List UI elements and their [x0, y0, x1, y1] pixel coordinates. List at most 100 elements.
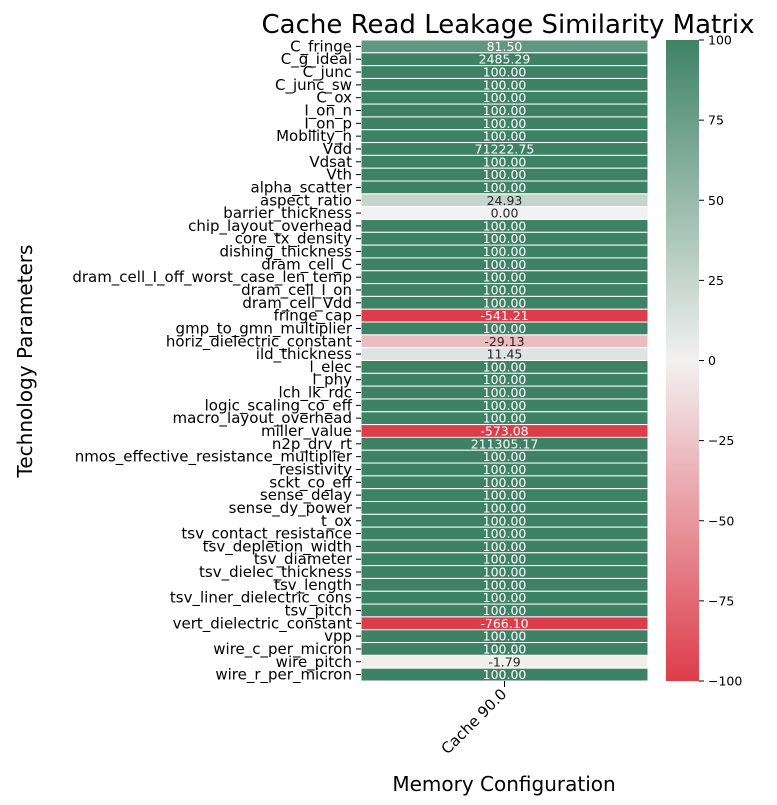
row-label: dram_cell_C [261, 255, 352, 274]
row-label: l_phy [312, 371, 352, 390]
cell-value-label: 2485.29 [479, 52, 531, 67]
row-label: dram_cell_I_off_worst_case_len_temp [72, 268, 352, 287]
row-label: sense_dy_power [229, 499, 353, 518]
row-label: lch_lk_rdc [279, 384, 352, 403]
chart-title: Cache Read Leakage Similarity Matrix [261, 10, 754, 40]
cell-value-label: 100.00 [483, 257, 527, 272]
cell-value-label: 100.00 [483, 372, 527, 387]
cell-value-label: 100.00 [483, 90, 527, 105]
cell-value-label: 0.00 [491, 206, 519, 221]
cell-value-label: 71222.75 [475, 141, 535, 156]
cell-value-label: -766.10 [480, 616, 528, 631]
row-label: wire_r_per_micron [215, 666, 352, 685]
row-label: wire_pitch [276, 653, 352, 672]
cell-value-label: 100.00 [483, 167, 527, 182]
colorbar: 100 75 50 25 0 −25 −50 −75 −100 [666, 33, 742, 689]
row-label: sense_delay [260, 486, 352, 505]
cell-value-label: 100.00 [483, 590, 527, 605]
row-label: miller_value [261, 422, 352, 441]
y-axis-label: Technology Parameters [13, 245, 37, 479]
cell-value-label: 100.00 [483, 641, 527, 656]
row-label: tsv_length [274, 576, 352, 595]
x-axis: Cache 90.0 [438, 681, 510, 758]
cell-value-label: 11.45 [487, 347, 523, 362]
cell-value-label: 100.00 [483, 359, 527, 374]
cell-value-label: 100.00 [483, 449, 527, 464]
cell-value-label: 100.00 [483, 270, 527, 285]
row-label: fringe_cap [274, 307, 352, 326]
cell-value-label: 100.00 [483, 513, 527, 528]
colorbar-tick-label: 50 [708, 193, 724, 208]
row-label: logic_scaling_co_eff [205, 396, 353, 415]
row-label: core_tx_density [235, 230, 352, 249]
row-label: t_ox [321, 512, 352, 531]
row-label: horiz_dielectric_constant [166, 332, 352, 351]
row-label: Vth [326, 166, 352, 184]
row-label: dishing_thickness [219, 243, 352, 262]
colorbar-tick-label: 100 [708, 33, 732, 48]
cell-value-label: 100.00 [483, 282, 527, 297]
cell-value-label: -1.79 [488, 654, 520, 669]
cell-value-label: 100.00 [483, 565, 527, 580]
cell-value-label: 100.00 [483, 103, 527, 118]
row-label: l_elec [309, 358, 352, 377]
cell-value-label: 100.00 [483, 244, 527, 259]
row-labels: C_fringeC_g_idealC_juncC_junc_swC_oxI_on… [72, 37, 361, 685]
row-label: nmos_effective_resistance_multiplier [75, 448, 353, 467]
row-label: vpp [324, 627, 352, 645]
cell-value-label: 100.00 [483, 321, 527, 336]
row-label: C_junc [303, 63, 352, 82]
cell-value-label: 100.00 [483, 129, 527, 144]
cell-value-label: -29.13 [484, 334, 524, 349]
row-label: C_junc_sw [275, 76, 352, 95]
row-label: tsv_diameter [254, 550, 353, 569]
cell-value-label: 100.00 [483, 231, 527, 246]
row-label: ild_thickness [256, 345, 352, 364]
row-label: tsv_depletion_width [203, 537, 352, 556]
colorbar-tick-label: 25 [708, 273, 724, 288]
row-label: I_on_n [304, 102, 352, 121]
cell-value-label: 100.00 [483, 218, 527, 233]
row-label: resistivity [279, 460, 352, 478]
cell-value-label: 100.00 [483, 539, 527, 554]
colorbar-tick-label: −50 [708, 513, 734, 528]
cell-value-label: 100.00 [483, 667, 527, 682]
row-label: dram_cell_Vdd [242, 294, 352, 313]
row-label: barrier_thickness [223, 204, 352, 223]
row-label: alpha_scatter [251, 178, 353, 197]
cell-value-label: 100.00 [483, 462, 527, 477]
colorbar-tick-label: −75 [708, 593, 734, 608]
cell-value-label: 100.00 [483, 629, 527, 644]
colorbar-tick-label: 0 [708, 353, 716, 368]
row-label: vert_dielectric_constant [173, 614, 353, 633]
cell-value-label: 100.00 [483, 500, 527, 515]
colorbar-tick-label: 75 [708, 113, 724, 128]
row-label: n2p_drv_rt [272, 435, 352, 454]
heatmap-cells: 81.502485.29100.00100.00100.00100.00100.… [360, 39, 649, 682]
row-label: C_ox [316, 89, 352, 108]
row-label: tsv_liner_dielectric_cons [170, 589, 352, 608]
cell-value-label: 100.00 [483, 603, 527, 618]
cell-value-label: 24.93 [487, 193, 523, 208]
row-label: tsv_contact_resistance [181, 525, 352, 544]
cell-value-label: 100.00 [483, 475, 527, 490]
colorbar-tick-label: −100 [708, 674, 742, 689]
row-label: Vdsat [309, 153, 352, 171]
row-label: aspect_ratio [260, 191, 352, 210]
row-label: dram_cell_I_on [241, 281, 352, 300]
cell-value-label: 100.00 [483, 411, 527, 426]
cell-value-label: 100.00 [483, 77, 527, 92]
row-label: chip_layout_overhead [188, 217, 352, 236]
cell-value-label: 100.00 [483, 577, 527, 592]
cell-value-label: 100.00 [483, 154, 527, 169]
cell-value-label: 100.00 [483, 488, 527, 503]
cell-value-label: 100.00 [483, 65, 527, 80]
row-label: tsv_pitch [285, 601, 352, 620]
cell-value-label: 211305.17 [471, 436, 539, 451]
cell-value-label: 100.00 [483, 295, 527, 310]
cell-value-label: 100.00 [483, 526, 527, 541]
colorbar-tick-label: −25 [708, 433, 734, 448]
colorbar-gradient [666, 40, 699, 681]
row-label: tsv_dielec_thickness [199, 563, 352, 582]
row-label: C_g_ideal [281, 50, 352, 69]
